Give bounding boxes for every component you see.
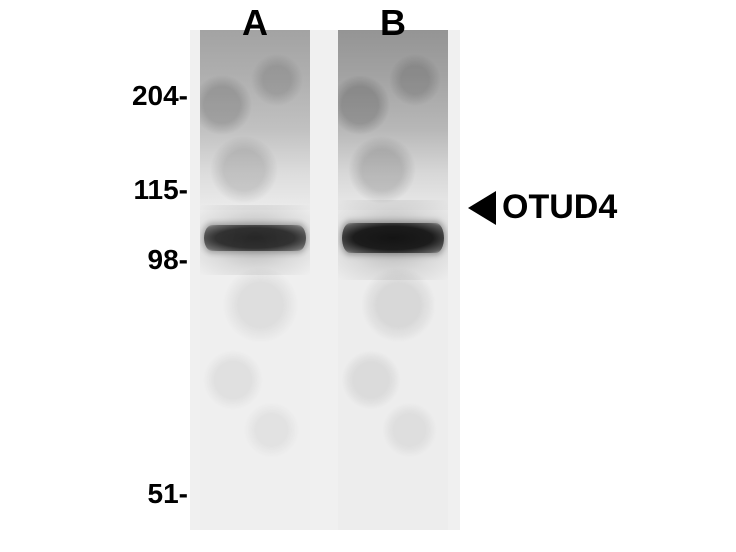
blot-figure: A B 204- 115- 98- 51- OTUD4 [0, 0, 736, 552]
left-arrow-icon [468, 191, 496, 225]
lane-B-noise [338, 30, 448, 530]
mw-marker-98: 98- [148, 244, 188, 276]
lane-A [200, 30, 310, 530]
lane-label-A: A [200, 2, 310, 44]
lane-A-band [204, 225, 306, 251]
target-label-row: OTUD4 [468, 188, 617, 227]
lane-B [338, 30, 448, 530]
lane-B-band [342, 223, 444, 253]
mw-marker-115: 115- [134, 174, 189, 206]
lane-label-B: B [338, 2, 448, 44]
target-label-text: OTUD4 [502, 188, 617, 227]
mw-marker-51: 51- [148, 478, 188, 510]
mw-marker-204: 204- [132, 80, 188, 112]
lane-A-noise [200, 30, 310, 530]
